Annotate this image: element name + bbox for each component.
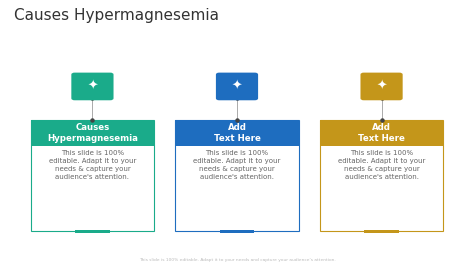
FancyBboxPatch shape: [360, 73, 402, 100]
Text: Causes
Hypermagnesemia: Causes Hypermagnesemia: [47, 123, 138, 143]
Text: This slide is 100%
editable. Adapt it to your
needs & capture your
audience's at: This slide is 100% editable. Adapt it to…: [338, 150, 425, 180]
Text: ✦: ✦: [376, 80, 387, 93]
Text: Causes Hypermagnesemia: Causes Hypermagnesemia: [14, 8, 219, 23]
Bar: [220, 230, 254, 233]
Bar: [75, 230, 109, 233]
Bar: [31, 120, 154, 231]
Text: This slide is 100%
editable. Adapt it to your
needs & capture your
audience's at: This slide is 100% editable. Adapt it to…: [193, 150, 281, 180]
Text: Add
Text Here: Add Text Here: [358, 123, 405, 143]
Text: ✦: ✦: [232, 80, 242, 93]
FancyBboxPatch shape: [71, 73, 113, 100]
Text: This slide is 100% editable. Adapt it to your needs and capture your audience's : This slide is 100% editable. Adapt it to…: [138, 258, 336, 262]
FancyBboxPatch shape: [216, 73, 258, 100]
Bar: [320, 120, 443, 146]
Text: This slide is 100%
editable. Adapt it to your
needs & capture your
audience's at: This slide is 100% editable. Adapt it to…: [49, 150, 136, 180]
Bar: [365, 230, 399, 233]
Bar: [175, 120, 299, 231]
Text: Add
Text Here: Add Text Here: [214, 123, 260, 143]
Text: ✦: ✦: [87, 80, 98, 93]
Bar: [31, 120, 154, 146]
Bar: [320, 120, 443, 231]
Bar: [175, 120, 299, 146]
